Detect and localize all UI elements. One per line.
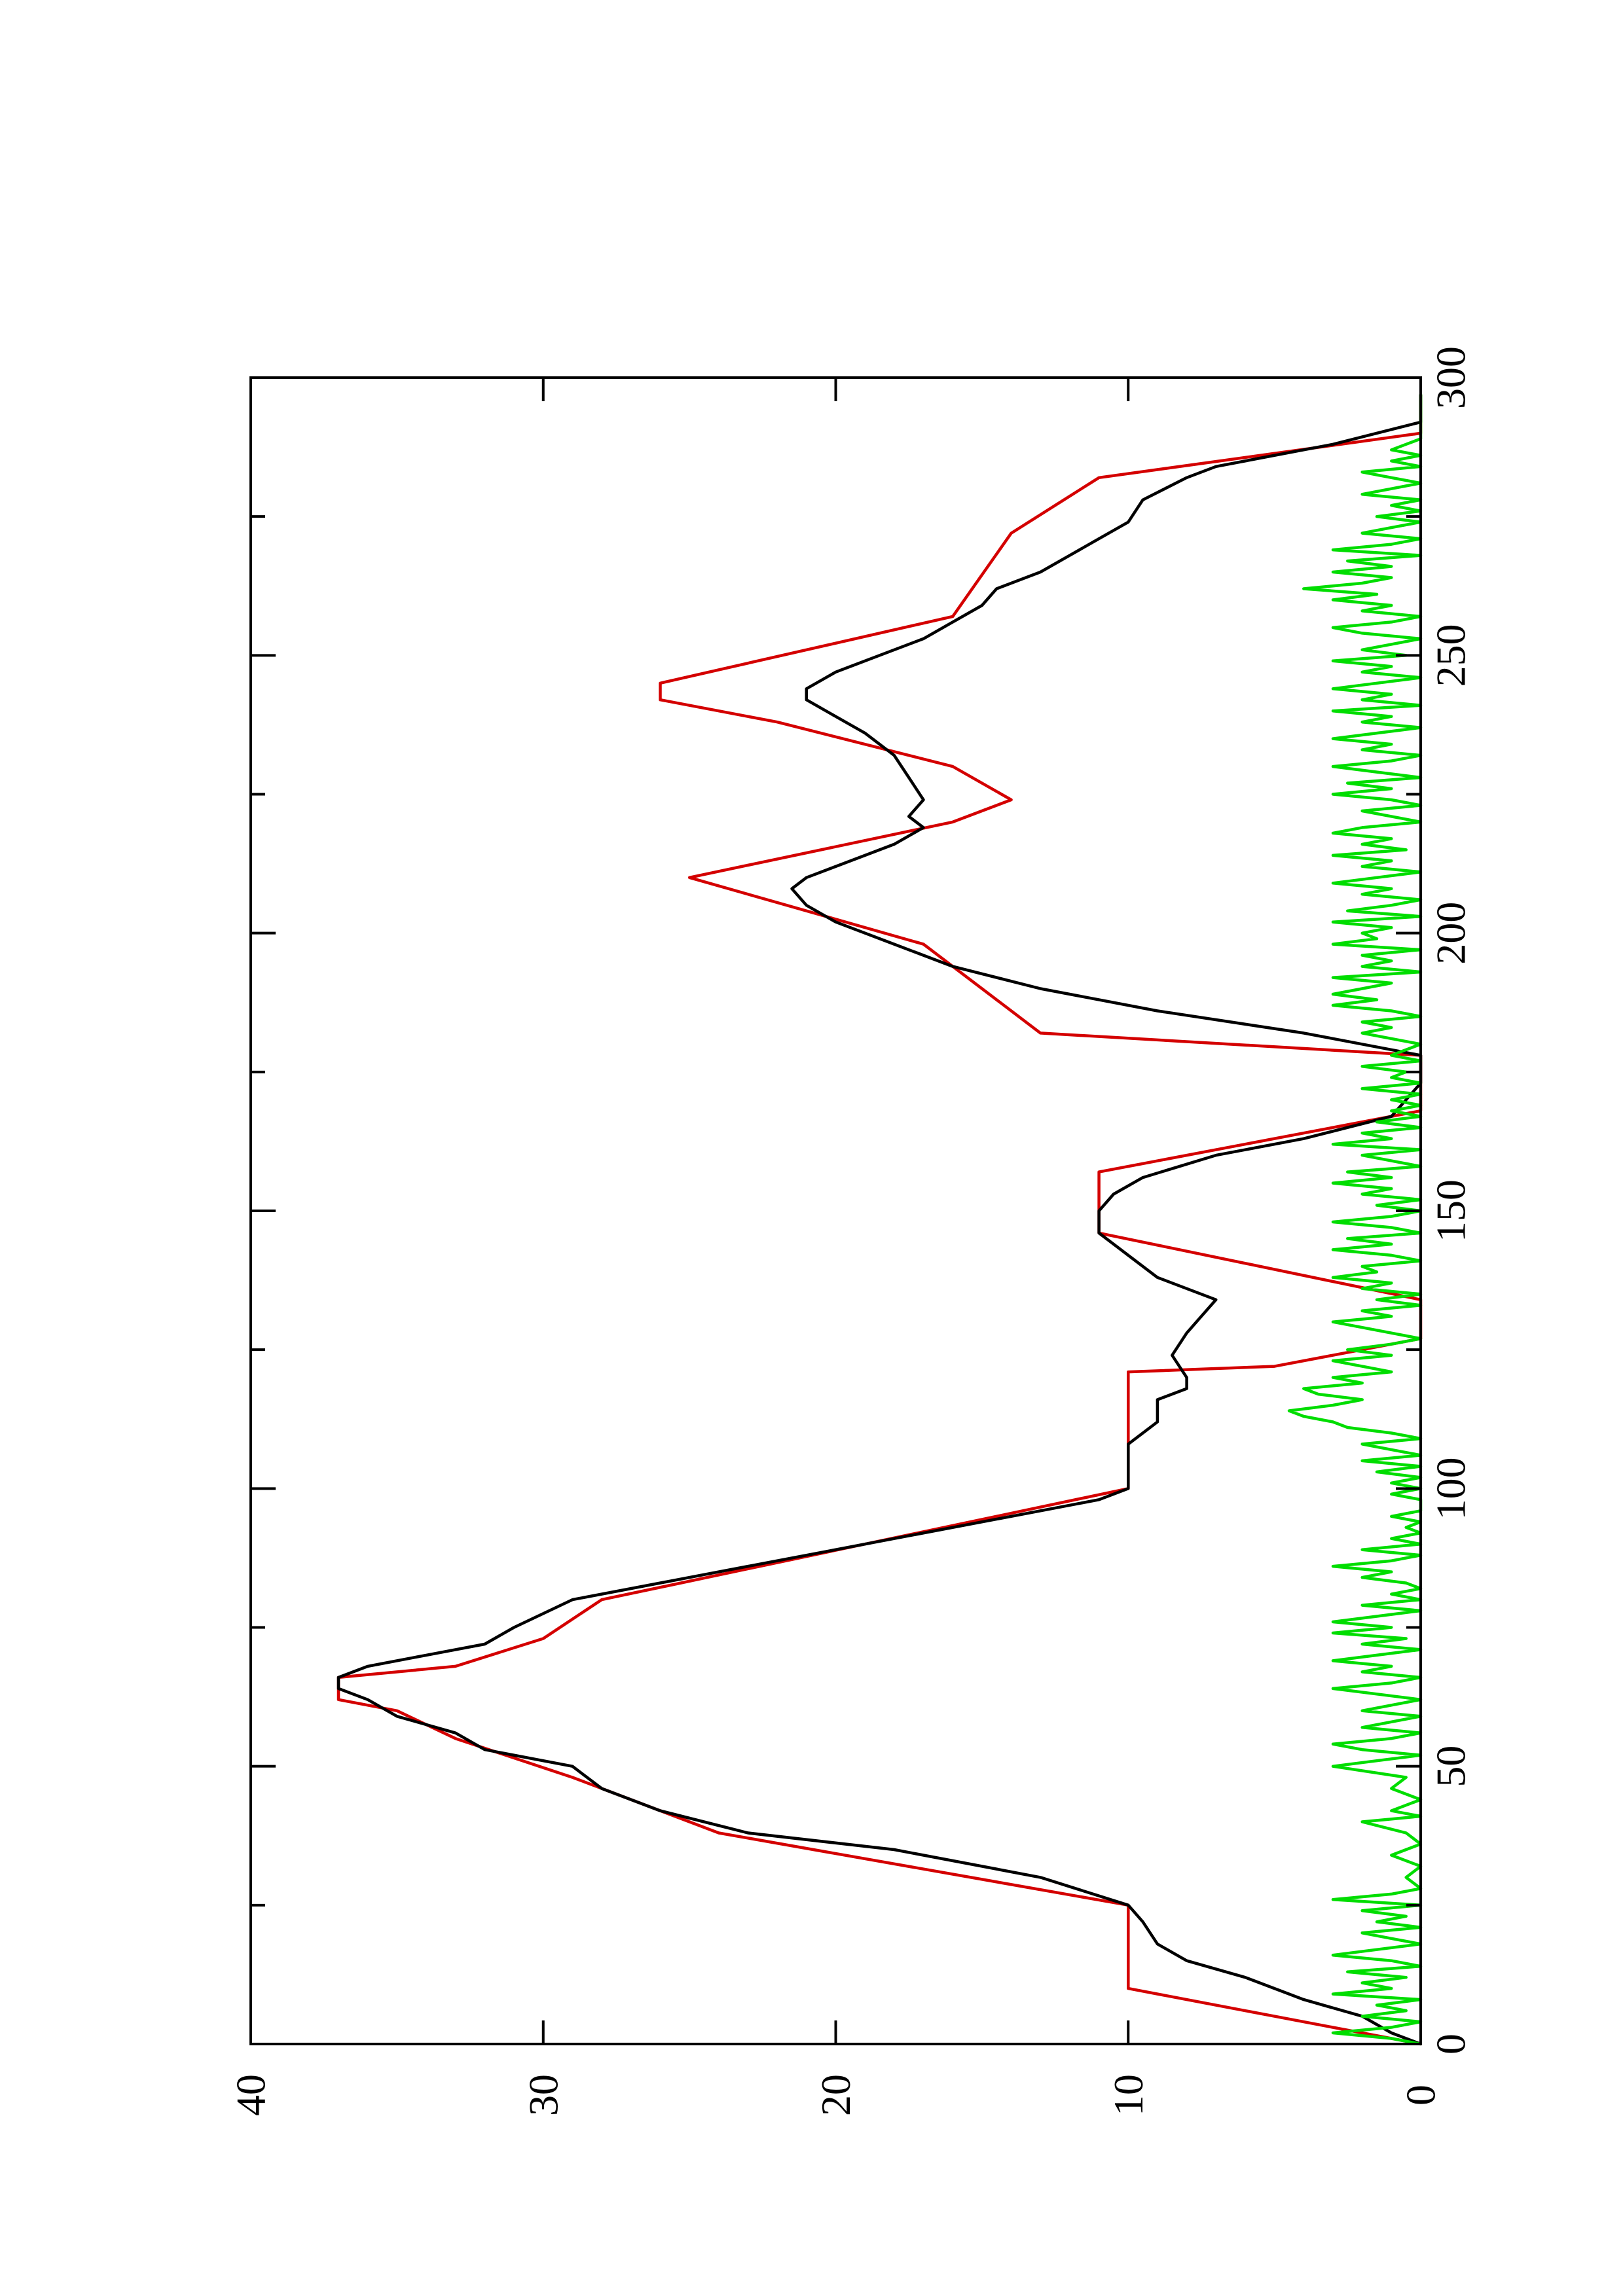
x-tick-label: 150 (1428, 1179, 1474, 1242)
y-tick-label: 10 (1105, 2074, 1152, 2116)
y-tick-label: 0 (1398, 2085, 1444, 2106)
x-tick-label: 300 (1428, 346, 1474, 409)
y-tick-label: 20 (812, 2074, 859, 2116)
tick-layer: 0 50 100 150 200 250 300 0 10 20 30 40 (228, 346, 1474, 2116)
x-tick-label: 100 (1428, 1457, 1474, 1520)
x-tick-label: 50 (1428, 1746, 1474, 1787)
y-tick-label: 30 (520, 2074, 566, 2116)
y-tick-label: 40 (228, 2074, 274, 2116)
series-line-1 (337, 394, 1423, 2046)
x-tick-label: 250 (1428, 624, 1474, 687)
x-tick-label: 0 (1428, 2034, 1474, 2054)
x-tick-label: 200 (1428, 902, 1474, 965)
